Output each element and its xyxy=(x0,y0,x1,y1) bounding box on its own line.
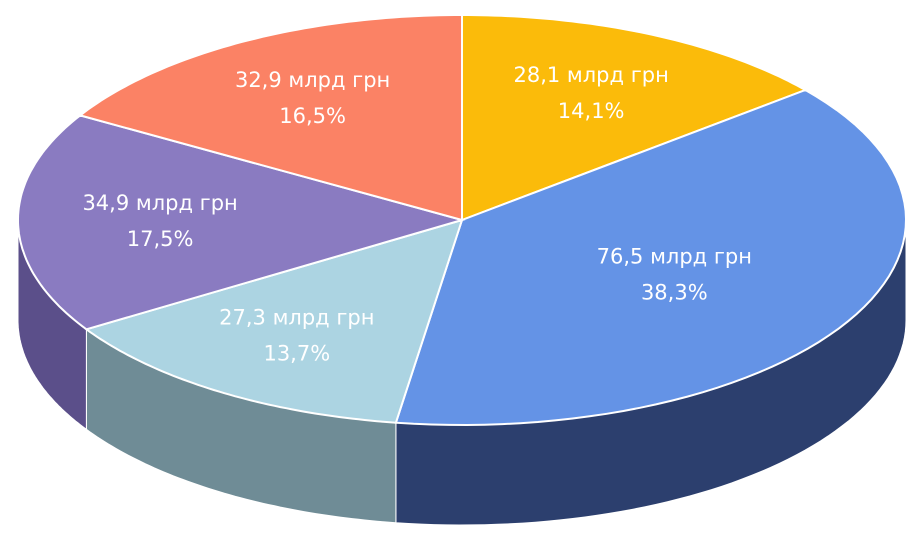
percent-label: 17,5% xyxy=(127,227,194,251)
value-label: 34,9 млрд грн xyxy=(82,191,237,215)
percent-label: 13,7% xyxy=(263,342,330,366)
value-label: 28,1 млрд грн xyxy=(513,63,668,87)
value-label: 76,5 млрд грн xyxy=(597,245,752,269)
value-label: 32,9 млрд грн xyxy=(235,68,390,92)
slice xyxy=(84,218,464,424)
percent-label: 38,3% xyxy=(641,281,708,305)
slice xyxy=(461,14,808,222)
percent-label: 14,1% xyxy=(558,99,625,123)
slice xyxy=(17,114,466,331)
percent-label: 16,5% xyxy=(279,104,346,128)
slice xyxy=(78,14,463,222)
value-label: 27,3 млрд грн xyxy=(219,306,374,330)
slice xyxy=(394,88,908,427)
